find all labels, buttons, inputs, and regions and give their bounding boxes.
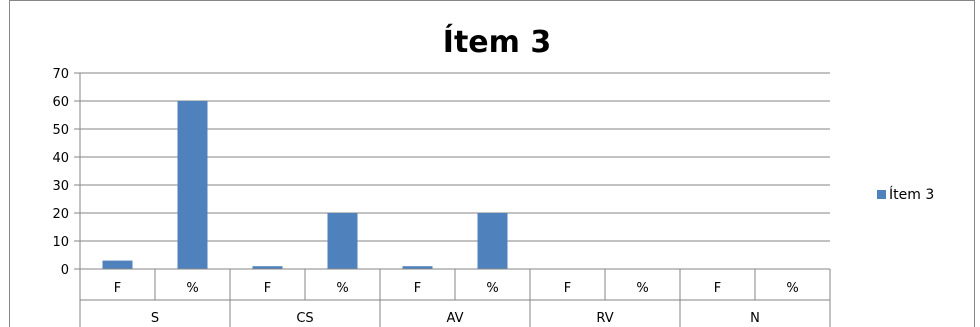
x-tick-label: %	[336, 281, 348, 296]
y-tick-label: 60	[52, 95, 69, 110]
x-group-label: RV	[596, 311, 613, 326]
y-tick-label: 0	[61, 263, 69, 278]
bar	[402, 266, 433, 269]
y-tick-label: 50	[52, 123, 69, 138]
legend-swatch	[877, 190, 886, 199]
x-tick-label: F	[264, 281, 271, 296]
x-group-label: S	[151, 311, 159, 326]
bar	[102, 260, 133, 269]
y-tick-label: 10	[52, 235, 69, 250]
axes	[74, 72, 831, 327]
x-group-label: AV	[447, 311, 464, 326]
x-tick-label: F	[564, 281, 571, 296]
legend-label: Ítem 3	[889, 186, 934, 203]
bar	[477, 213, 508, 269]
y-tick-label: 70	[52, 67, 69, 82]
x-tick-label: F	[414, 281, 421, 296]
y-tick-label: 30	[52, 179, 69, 194]
y-tick-label: 20	[52, 207, 69, 222]
x-group-label: CS	[296, 311, 313, 326]
tick-labels: 0 10 20 30 40 50 60 70 F% F% F% F% F % S CS AV RV N	[52, 67, 798, 326]
bar	[327, 213, 358, 269]
chart-border	[9, 0, 975, 327]
bar	[252, 266, 283, 269]
x-tick-label: F	[114, 281, 121, 296]
x-tick-label: %	[186, 281, 198, 296]
legend: Ítem 3	[877, 186, 934, 203]
x-tick-label: F	[714, 281, 721, 296]
x-group-label: N	[750, 311, 760, 326]
y-tick-label: 40	[52, 151, 69, 166]
x-tick-label: %	[786, 281, 798, 296]
bars	[102, 101, 508, 269]
chart-title: Ítem 3	[443, 24, 551, 60]
bar	[177, 101, 208, 269]
x-tick-label: %	[486, 281, 498, 296]
x-tick-label: %	[636, 281, 648, 296]
